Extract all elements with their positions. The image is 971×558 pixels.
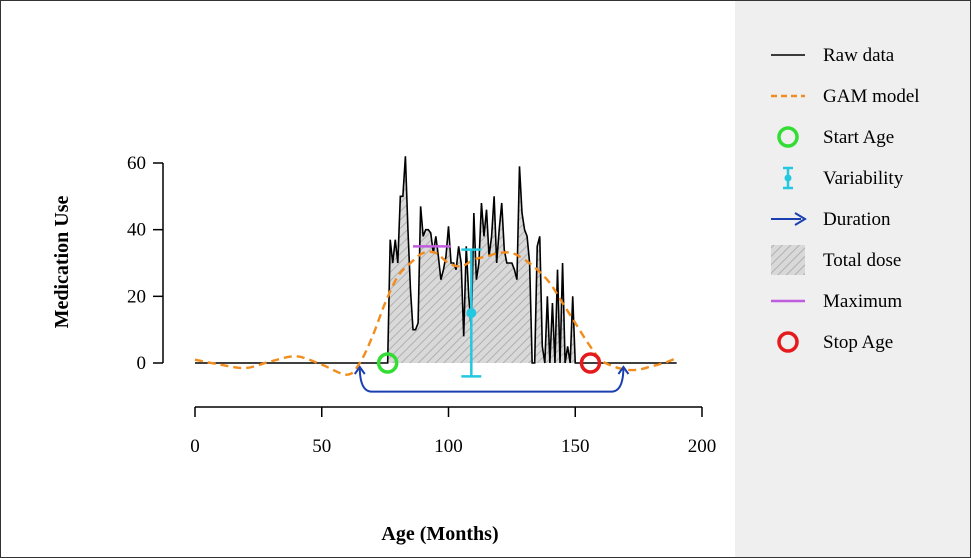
- total-dose-area: [387, 156, 591, 363]
- duration-legend-arrowhead: [794, 212, 807, 226]
- legend-label: Maximum: [823, 291, 902, 312]
- variability-legend-dot: [784, 174, 792, 182]
- y-tick-label: 0: [137, 353, 147, 374]
- y-tick-label: 20: [127, 286, 146, 307]
- legend-label: Stop Age: [823, 332, 893, 353]
- legend-label: Total dose: [823, 250, 901, 271]
- legend-panel: [735, 1, 970, 557]
- total-dose-legend-swatch: [771, 245, 805, 275]
- stop-age-marker: [579, 352, 602, 374]
- y-tick-label: 40: [127, 220, 146, 241]
- legend: Raw data GAM model Start Age Variability Dur…: [771, 45, 920, 353]
- y-tick-label: 60: [127, 153, 146, 174]
- duration-arrowhead-left: [353, 365, 366, 375]
- legend-label: Start Age: [823, 127, 894, 148]
- legend-item-maximum: Maximum: [771, 291, 902, 312]
- x-tick-label: 200: [688, 436, 717, 457]
- legend-label: Variability: [823, 168, 904, 189]
- legend-item-start: Start Age: [777, 126, 894, 148]
- plot-area: 0 50 100 150 200 0 20 40 60: [127, 153, 716, 457]
- x-tick-label: 50: [312, 436, 331, 457]
- legend-item-total_dose: Total dose: [771, 245, 901, 275]
- legend-label: GAM model: [823, 86, 920, 107]
- start-age-marker: [376, 352, 399, 374]
- start-legend-circle-icon: [777, 126, 799, 148]
- duration-arrow: [358, 366, 625, 393]
- x-tick-label: 0: [190, 436, 200, 457]
- y-axis-label: Medication Use: [51, 196, 73, 329]
- legend-label: Raw data: [823, 45, 895, 66]
- legend-item-duration: Duration: [771, 209, 891, 230]
- legend-item-stop: Stop Age: [777, 331, 893, 353]
- legend-label: Duration: [823, 209, 891, 230]
- raw-data-line: [195, 156, 677, 364]
- x-tick-label: 150: [561, 436, 590, 457]
- duration-arrowhead-right: [617, 365, 630, 375]
- legend-item-raw: Raw data: [771, 45, 895, 66]
- legend-item-gam: GAM model: [771, 86, 920, 107]
- stop-legend-circle-icon: [777, 331, 799, 353]
- x-tick-label: 100: [434, 436, 463, 457]
- legend-item-variability: Variability: [783, 166, 904, 190]
- variability-mean-point: [466, 308, 477, 318]
- x-axis-label: Age (Months): [381, 523, 498, 545]
- gam-model-line: [194, 250, 678, 376]
